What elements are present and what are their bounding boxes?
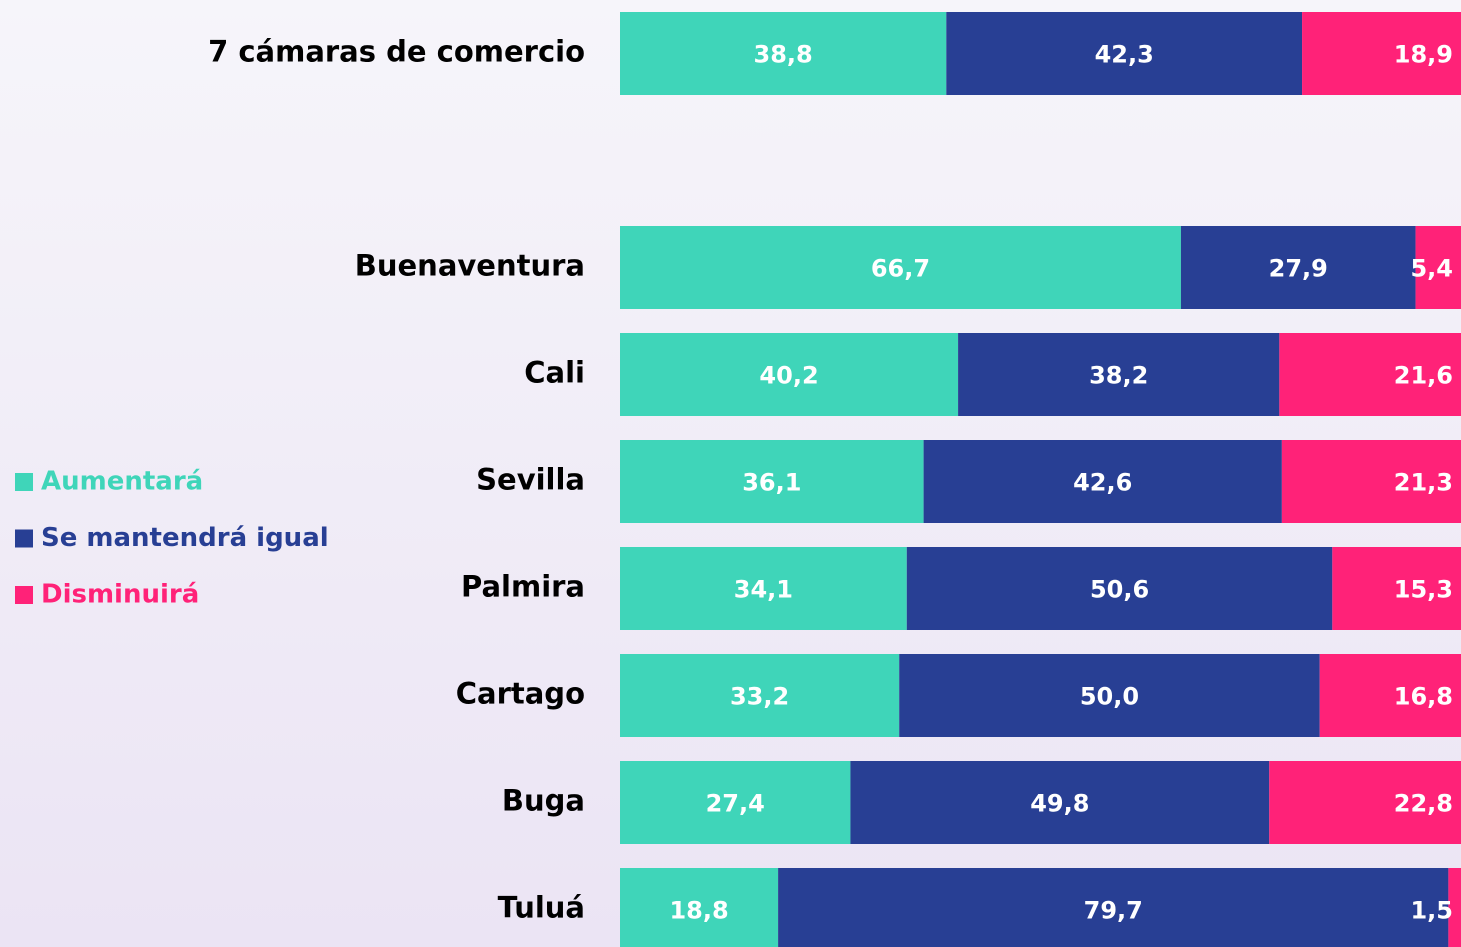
bar-segment: [620, 12, 947, 95]
bar-segment: [1180, 226, 1416, 309]
legend-label: Aumentará: [41, 467, 203, 497]
legend-swatch: [15, 529, 33, 548]
legend-swatch: [15, 473, 33, 491]
category-label: Sevilla: [476, 463, 585, 497]
bar-segment: [620, 547, 907, 630]
category-label: Buenaventura: [355, 249, 585, 283]
bar-segment: [620, 868, 779, 947]
bar-segment: [1319, 654, 1461, 737]
legend-swatch: [15, 586, 33, 604]
legend-label: Se mantendrá igual: [41, 523, 329, 553]
bar-segment: [620, 440, 924, 523]
value-label: 22,8: [1394, 790, 1453, 818]
value-label: 50,6: [1090, 576, 1149, 604]
bar-segment: [778, 868, 1449, 947]
value-label: 38,8: [754, 41, 813, 69]
bar-segment: [1332, 547, 1461, 630]
value-label: 66,7: [871, 255, 930, 283]
bar-segment: [1269, 761, 1461, 844]
value-label: 15,3: [1394, 576, 1453, 604]
value-label: 21,3: [1394, 469, 1453, 497]
category-label: Buga: [502, 784, 585, 818]
legend-label: Disminuirá: [41, 580, 199, 610]
bar-segment: [946, 12, 1303, 95]
bar-segment: [620, 333, 959, 416]
value-label: 5,4: [1410, 255, 1453, 283]
bar-segment: [958, 333, 1280, 416]
bar-segment: [1279, 333, 1461, 416]
bar-segment: [1281, 440, 1461, 523]
bar-segment: [906, 547, 1333, 630]
bar-segment: [1415, 226, 1461, 309]
value-label: 40,2: [759, 362, 818, 390]
value-label: 79,7: [1084, 897, 1143, 925]
value-label: 34,1: [734, 576, 793, 604]
category-label: Palmira: [461, 570, 585, 604]
category-label: Tuluá: [498, 891, 585, 925]
value-label: 36,1: [742, 469, 801, 497]
value-label: 38,2: [1089, 362, 1148, 390]
category-label: Cali: [524, 356, 585, 390]
bar-segment: [620, 654, 900, 737]
value-label: 16,8: [1394, 683, 1453, 711]
value-label: 42,3: [1095, 41, 1154, 69]
bar-segment: [1302, 12, 1461, 95]
value-label: 50,0: [1080, 683, 1139, 711]
value-label: 33,2: [730, 683, 789, 711]
value-label: 18,9: [1394, 41, 1453, 69]
bar-segment: [620, 226, 1181, 309]
value-label: 21,6: [1394, 362, 1453, 390]
value-label: 42,6: [1073, 469, 1132, 497]
value-label: 27,9: [1269, 255, 1328, 283]
value-label: 18,8: [669, 897, 728, 925]
category-label: 7 cámaras de comercio: [208, 35, 585, 69]
bar-segment: [1448, 868, 1461, 947]
value-label: 1,5: [1410, 897, 1453, 925]
value-label: 49,8: [1030, 790, 1089, 818]
category-label: Cartago: [456, 677, 585, 711]
value-label: 27,4: [706, 790, 765, 818]
bar-segment: [923, 440, 1282, 523]
bar-segment: [850, 761, 1270, 844]
bar-segment: [899, 654, 1320, 737]
bar-segment: [620, 761, 851, 844]
